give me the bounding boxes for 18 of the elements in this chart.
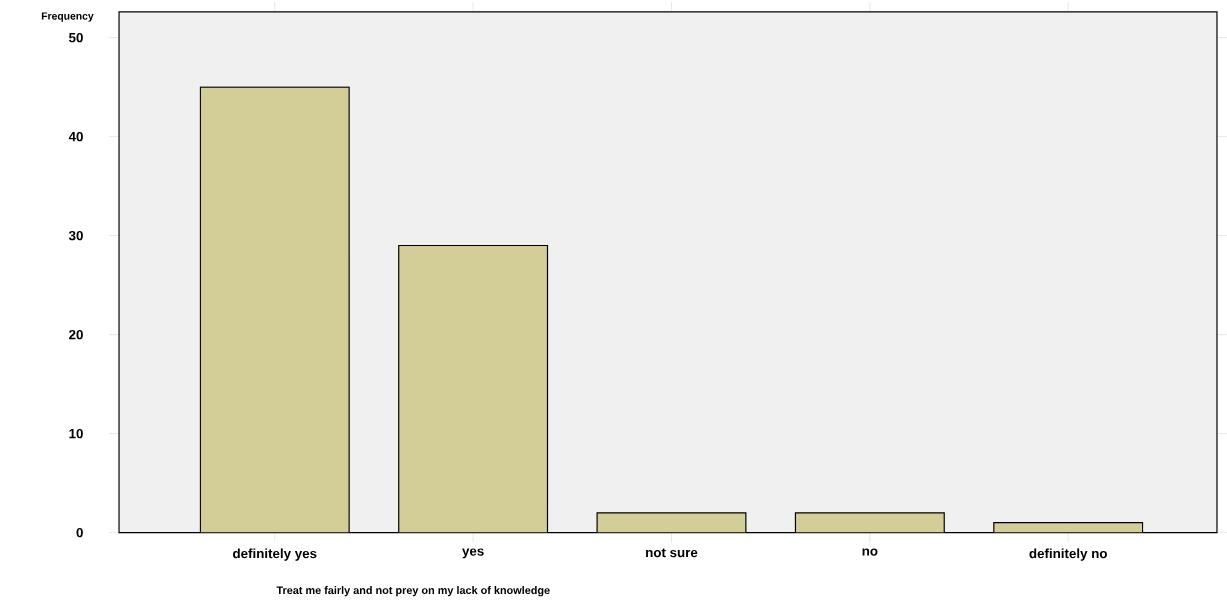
- bar: [794, 512, 945, 533]
- y-axis-title: Frequency: [41, 12, 94, 22]
- y-tick-label: 50: [68, 32, 83, 43]
- y-tick-label: 40: [68, 131, 83, 142]
- x-tick-label: yes: [462, 548, 484, 559]
- bar: [398, 244, 549, 533]
- bar: [200, 87, 350, 533]
- x-tick-label: not sure: [646, 548, 698, 558]
- x-tick-label: definitely yes: [233, 548, 317, 561]
- y-tick-label: 20: [69, 329, 83, 340]
- x-tick-label: no: [862, 548, 878, 556]
- bar: [596, 512, 747, 533]
- y-tick-label: 0: [76, 527, 83, 538]
- x-tick-label: definitely no: [1029, 548, 1107, 561]
- x-axis-title: Treat me fairly and not prey on my lack of knowledge: [276, 586, 550, 597]
- y-tick-label: 10: [69, 428, 83, 439]
- y-tick-label: 30: [68, 230, 83, 241]
- bar: [993, 522, 1144, 533]
